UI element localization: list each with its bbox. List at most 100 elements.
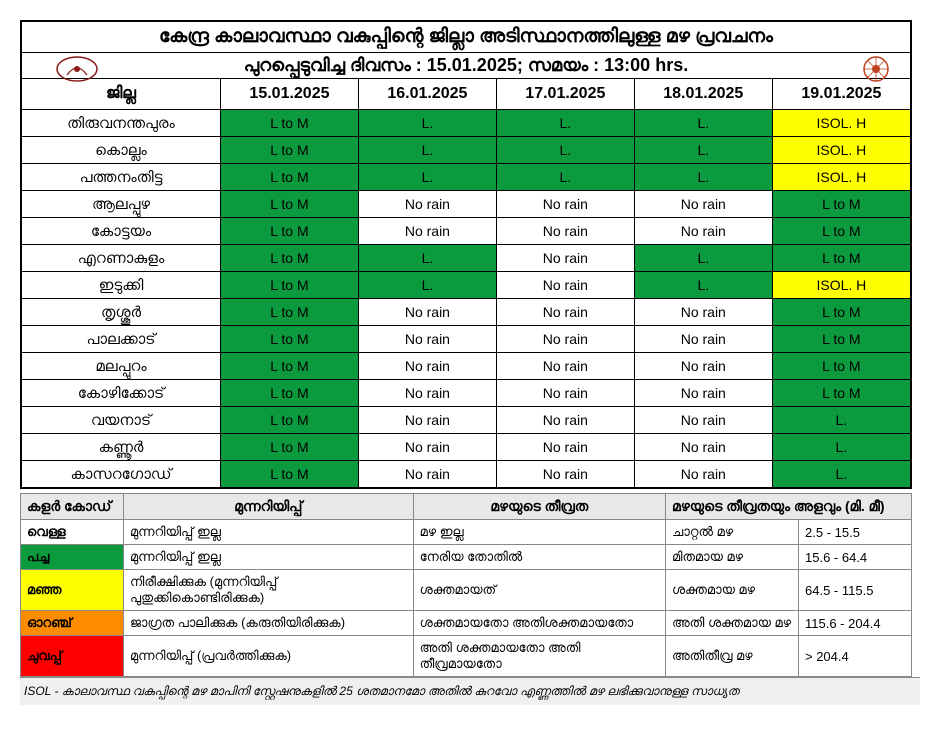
- table-row: എറണാകുളംL to ML.No rainL.L to M: [21, 245, 911, 272]
- forecast-cell: ISOL. H: [772, 272, 911, 299]
- table-row: കോഴിക്കോട്L to MNo rainNo rainNo rainL t…: [21, 380, 911, 407]
- forecast-cell: L.: [358, 272, 496, 299]
- forecast-cell: L to M: [772, 191, 911, 218]
- legend-intensity-cell: ശക്തമായതോ അതിശക്തമായതോ: [413, 611, 665, 636]
- legend-row: പച്ചമുന്നറിയിപ്പ് ഇല്ലനേരിയ തോതിൽമിതമായ …: [21, 545, 912, 570]
- forecast-cell: No rain: [358, 218, 496, 245]
- legend-warning-cell: ജാഗ്രത പാലിക്കുക (കരുതിയിരിക്കുക): [124, 611, 414, 636]
- forecast-cell: L.: [496, 164, 634, 191]
- legend-warning-cell: മുന്നറിയിപ്പ് ഇല്ല: [124, 520, 414, 545]
- forecast-cell: L.: [358, 245, 496, 272]
- forecast-cell: No rain: [634, 353, 772, 380]
- forecast-cell: No rain: [634, 461, 772, 489]
- forecast-cell: L.: [358, 137, 496, 164]
- district-cell: മലപ്പുറം: [21, 353, 221, 380]
- table-row: പത്തനംതിട്ടL to ML.L.L.ISOL. H: [21, 164, 911, 191]
- forecast-cell: L.: [634, 272, 772, 299]
- legend-h-intensity: മഴയുടെ തീവ്രത: [413, 494, 665, 520]
- forecast-cell: L to M: [221, 272, 359, 299]
- subtitle-text: പുറപ്പെടുവിച്ച ദിവസം : 15.01.2025; സമയം …: [244, 55, 688, 75]
- forecast-cell: No rain: [634, 380, 772, 407]
- forecast-cell: L to M: [772, 353, 911, 380]
- forecast-cell: No rain: [358, 461, 496, 489]
- footnote: ISOL - കാലാവസ്ഥ വകുപ്പിന്റെ മഴ മാപിനി സ്…: [20, 677, 920, 705]
- district-cell: കാസറഗോഡ്: [21, 461, 221, 489]
- forecast-cell: L to M: [221, 353, 359, 380]
- district-cell: വയനാട്: [21, 407, 221, 434]
- forecast-cell: L.: [496, 137, 634, 164]
- forecast-cell: L.: [358, 110, 496, 137]
- district-cell: തൃശ്ശൂർ: [21, 299, 221, 326]
- district-cell: എറണാകുളം: [21, 245, 221, 272]
- legend-code-cell: പച്ച: [21, 545, 124, 570]
- forecast-cell: L to M: [221, 218, 359, 245]
- table-row: ഇടുക്കിL to ML.No rainL.ISOL. H: [21, 272, 911, 299]
- forecast-cell: No rain: [496, 434, 634, 461]
- table-row: കാസറഗോഡ്L to MNo rainNo rainNo rainL.: [21, 461, 911, 489]
- forecast-cell: L to M: [221, 110, 359, 137]
- legend-row: വെള്ളമുന്നറിയിപ്പ് ഇല്ലമഴ ഇല്ലചാറ്റൽ മഴ2…: [21, 520, 912, 545]
- forecast-cell: L to M: [221, 380, 359, 407]
- forecast-cell: L.: [634, 110, 772, 137]
- forecast-cell: ISOL. H: [772, 137, 911, 164]
- forecast-cell: L.: [772, 407, 911, 434]
- legend-table: കളർ കോഡ് മുന്നറിയിപ്പ് മഴയുടെ തീവ്രത മഴയ…: [20, 493, 912, 677]
- legend-intensity-cell: മഴ ഇല്ല: [413, 520, 665, 545]
- forecast-cell: No rain: [496, 407, 634, 434]
- district-cell: കൊല്ലം: [21, 137, 221, 164]
- district-cell: ആലപ്പുഴ: [21, 191, 221, 218]
- forecast-cell: No rain: [358, 353, 496, 380]
- forecast-cell: L to M: [772, 218, 911, 245]
- legend-warning-cell: മുന്നറിയിപ്പ് (പ്രവർത്തിക്കുക): [124, 636, 414, 677]
- legend-range-cell: 2.5 - 15.5: [799, 520, 912, 545]
- forecast-cell: No rain: [634, 218, 772, 245]
- legend-warning-cell: മുന്നറിയിപ്പ് ഇല്ല: [124, 545, 414, 570]
- forecast-cell: L to M: [221, 137, 359, 164]
- col-date-3: 18.01.2025: [634, 79, 772, 110]
- forecast-cell: L to M: [221, 245, 359, 272]
- forecast-cell: No rain: [358, 299, 496, 326]
- forecast-cell: No rain: [358, 326, 496, 353]
- legend-h-warning: മുന്നറിയിപ്പ്: [124, 494, 414, 520]
- forecast-cell: L.: [772, 434, 911, 461]
- legend-intensity-cell: ശക്തമായത്: [413, 570, 665, 611]
- legend-code-cell: മഞ്ഞ: [21, 570, 124, 611]
- forecast-cell: No rain: [634, 434, 772, 461]
- legend-code-cell: ഓറഞ്ച്: [21, 611, 124, 636]
- table-subtitle: പുറപ്പെടുവിച്ച ദിവസം : 15.01.2025; സമയം …: [21, 53, 911, 79]
- forecast-cell: L to M: [772, 245, 911, 272]
- col-date-2: 17.01.2025: [496, 79, 634, 110]
- forecast-cell: No rain: [496, 191, 634, 218]
- forecast-cell: No rain: [496, 353, 634, 380]
- forecast-cell: No rain: [634, 191, 772, 218]
- state-emblem-icon: [52, 55, 102, 83]
- forecast-cell: L to M: [221, 407, 359, 434]
- district-cell: പാലക്കാട്: [21, 326, 221, 353]
- forecast-cell: L to M: [772, 380, 911, 407]
- forecast-cell: No rain: [496, 380, 634, 407]
- table-row: തൃശ്ശൂർL to MNo rainNo rainNo rainL to M: [21, 299, 911, 326]
- header-row: ജില്ല 15.01.2025 16.01.2025 17.01.2025 1…: [21, 79, 911, 110]
- forecast-cell: No rain: [496, 326, 634, 353]
- table-row: വയനാട്L to MNo rainNo rainNo rainL.: [21, 407, 911, 434]
- forecast-cell: ISOL. H: [772, 164, 911, 191]
- legend-row: ഓറഞ്ച്ജാഗ്രത പാലിക്കുക (കരുതിയിരിക്കുക)ശ…: [21, 611, 912, 636]
- legend-row: ചുവപ്പ്മുന്നറിയിപ്പ് (പ്രവർത്തിക്കുക)അതി…: [21, 636, 912, 677]
- forecast-cell: L to M: [221, 299, 359, 326]
- table-row: മലപ്പുറംL to MNo rainNo rainNo rainL to …: [21, 353, 911, 380]
- forecast-cell: L to M: [772, 299, 911, 326]
- forecast-cell: L to M: [772, 326, 911, 353]
- forecast-cell: L.: [634, 164, 772, 191]
- legend-range-cell: > 204.4: [799, 636, 912, 677]
- forecast-cell: No rain: [634, 299, 772, 326]
- forecast-cell: L to M: [221, 191, 359, 218]
- forecast-cell: L to M: [221, 326, 359, 353]
- forecast-cell: No rain: [634, 407, 772, 434]
- table-row: തിരുവനന്തപുരംL to ML.L.L.ISOL. H: [21, 110, 911, 137]
- table-row: പാലക്കാട്L to MNo rainNo rainNo rainL to…: [21, 326, 911, 353]
- legend-type-cell: അതി ശക്തമായ മഴ: [666, 611, 799, 636]
- forecast-table: കേന്ദ്ര കാലാവസ്ഥാ വകുപ്പിന്റെ ജില്ലാ അടി…: [20, 20, 912, 489]
- forecast-cell: No rain: [496, 245, 634, 272]
- forecast-cell: L to M: [221, 461, 359, 489]
- forecast-cell: No rain: [634, 326, 772, 353]
